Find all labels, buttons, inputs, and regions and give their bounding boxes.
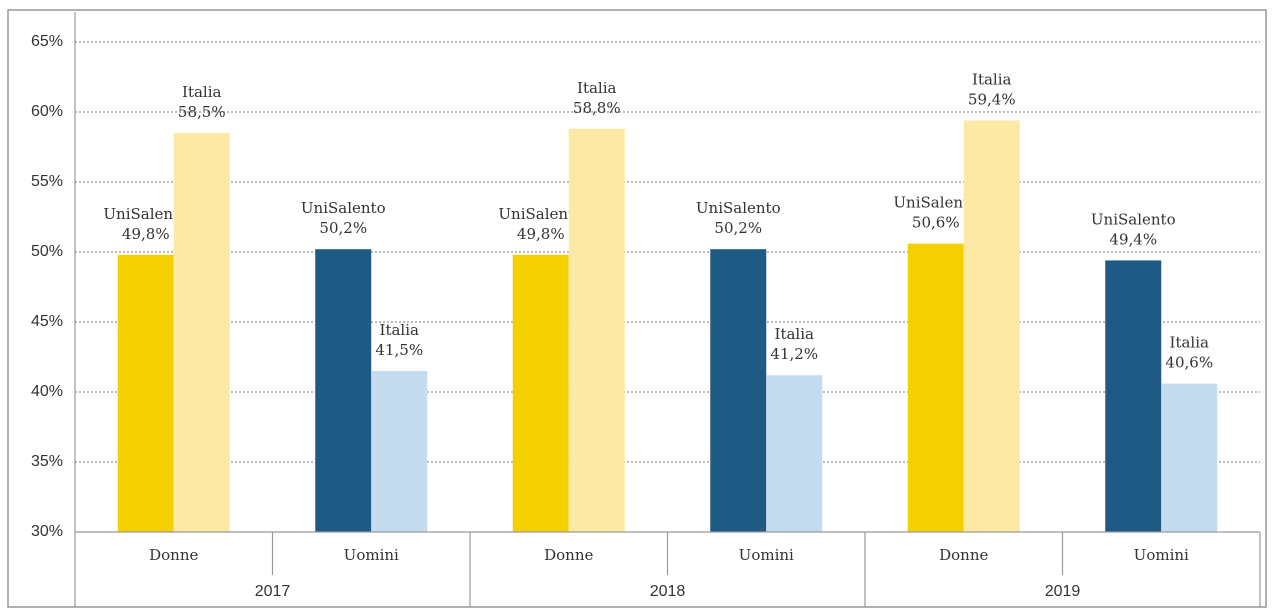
- data-label: 49,4%: [1109, 230, 1157, 248]
- group-label: 2019: [1045, 583, 1081, 600]
- bar: [766, 375, 823, 532]
- data-label: 50,6%: [912, 214, 960, 232]
- x-tick-label: Uomini: [739, 546, 794, 564]
- data-label-name: Italia: [380, 321, 419, 339]
- bar: [710, 249, 767, 532]
- data-label: 49,8%: [122, 225, 170, 243]
- data-label-name: Italia: [972, 70, 1011, 88]
- bar: [371, 371, 428, 532]
- x-tick-label: Donne: [939, 546, 988, 564]
- group-label: 2018: [650, 583, 686, 600]
- y-tick-label: 55%: [31, 173, 63, 190]
- data-label-name: UniSalento: [498, 205, 583, 223]
- data-label-name: Italia: [577, 79, 616, 97]
- y-tick-label: 45%: [31, 313, 63, 330]
- x-tick-label: Uomini: [1134, 546, 1189, 564]
- y-tick-label: 40%: [31, 383, 63, 400]
- data-label: 50,2%: [319, 219, 367, 237]
- bar: [568, 128, 625, 533]
- bar: [117, 254, 174, 533]
- y-tick-label: 50%: [31, 243, 63, 260]
- data-label-name: UniSalento: [1091, 210, 1176, 228]
- data-label: 49,8%: [517, 225, 565, 243]
- data-label-name: UniSalento: [103, 205, 188, 223]
- data-label: 58,5%: [178, 103, 226, 121]
- x-tick-label: Donne: [149, 546, 198, 564]
- x-tick-label: Uomini: [344, 546, 399, 564]
- data-label: 40,6%: [1165, 354, 1213, 372]
- bar: [512, 254, 569, 533]
- frame: [7, 9, 1267, 608]
- group-label: 2017: [255, 583, 291, 600]
- data-label: 41,5%: [375, 341, 423, 359]
- y-tick-label: 30%: [31, 523, 63, 540]
- x-tick-label: Donne: [544, 546, 593, 564]
- bar: [315, 249, 372, 532]
- data-label-name: Italia: [1170, 334, 1209, 352]
- data-label-name: UniSalento: [893, 194, 978, 212]
- bar: [173, 133, 230, 532]
- bar: [1105, 260, 1162, 532]
- bar: [963, 120, 1020, 533]
- data-label: 41,2%: [770, 345, 818, 363]
- y-tick-label: 60%: [31, 103, 63, 120]
- data-label-name: Italia: [775, 325, 814, 343]
- bar: [1161, 383, 1218, 532]
- data-label-name: Italia: [182, 83, 221, 101]
- y-tick-label: 65%: [31, 33, 63, 50]
- y-tick-label: 35%: [31, 453, 63, 470]
- data-label: 59,4%: [968, 90, 1016, 108]
- data-label: 50,2%: [714, 219, 762, 237]
- bar: [907, 243, 964, 532]
- data-label-name: UniSalento: [301, 199, 386, 217]
- data-label: 58,8%: [573, 99, 621, 117]
- data-label-name: UniSalento: [696, 199, 781, 217]
